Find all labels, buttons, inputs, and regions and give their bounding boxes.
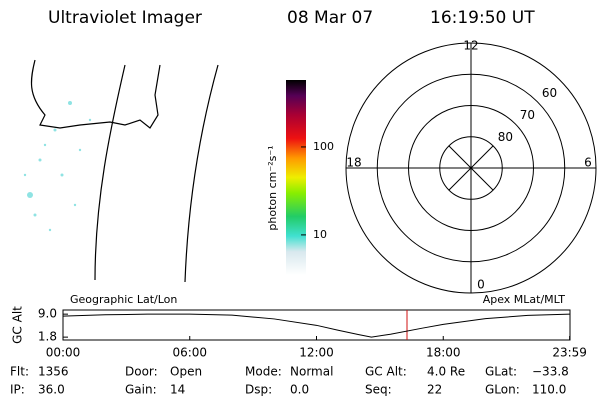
alt-right-label: Apex MLat/MLT [483,293,566,306]
field-label: Door: [125,365,158,379]
field-label: Flt: [10,365,29,379]
colorbar-tick-label: 10 [313,228,327,241]
alt-xtick-label: 00:00 [46,346,81,360]
field-value: Normal [290,365,333,379]
field-value: 36.0 [38,383,65,397]
mlt-label: 6 [584,156,592,170]
field-label: Mode: [245,365,282,379]
field-label: Dsp: [245,383,272,397]
field-value: 22 [427,383,442,397]
field-value: 110.0 [532,383,566,397]
field-value: −33.8 [532,365,569,379]
field-value: 4.0 Re [427,365,465,379]
geographic-map [23,59,219,283]
field-label: GLat: [485,365,517,379]
alt-xtick-label: 12:00 [299,346,334,360]
mlt-label: 0 [477,278,485,292]
field-value: 14 [170,383,185,397]
mlt-label: 12 [463,39,478,53]
alt-xtick-label: 06:00 [172,346,207,360]
alt-xtick-label: 18:00 [426,346,461,360]
field-label: GLon: [485,383,520,397]
alt-ytick-label: 9.0 [38,307,57,321]
altitude-line [62,313,571,338]
field-label: IP: [10,383,25,397]
colorbar-label: photon cm⁻²s⁻¹ [266,145,279,230]
field-label: Gain: [125,383,157,397]
alt-xtick-label: 23:59 [552,346,587,360]
colorbar [286,80,306,275]
alt-ytick-label: 1.8 [38,330,57,344]
field-value: Open [170,365,202,379]
lat-label: 60 [542,86,557,100]
alt-ylabel: GC Alt [11,306,25,344]
date: 08 Mar 07 [287,8,373,28]
time: 16:19:50 UT [430,8,535,28]
alt-left-label: Geographic Lat/Lon [70,293,177,306]
field-value: 1356 [38,365,69,379]
mlt-label: 18 [346,156,361,170]
lat-label: 70 [520,108,535,122]
field-label: Seq: [365,383,392,397]
field-label: GC Alt: [365,365,407,379]
title: Ultraviolet Imager [48,8,202,28]
field-value: 0.0 [290,383,309,397]
colorbar-tick-label: 100 [313,140,334,153]
lat-label: 80 [498,130,513,144]
